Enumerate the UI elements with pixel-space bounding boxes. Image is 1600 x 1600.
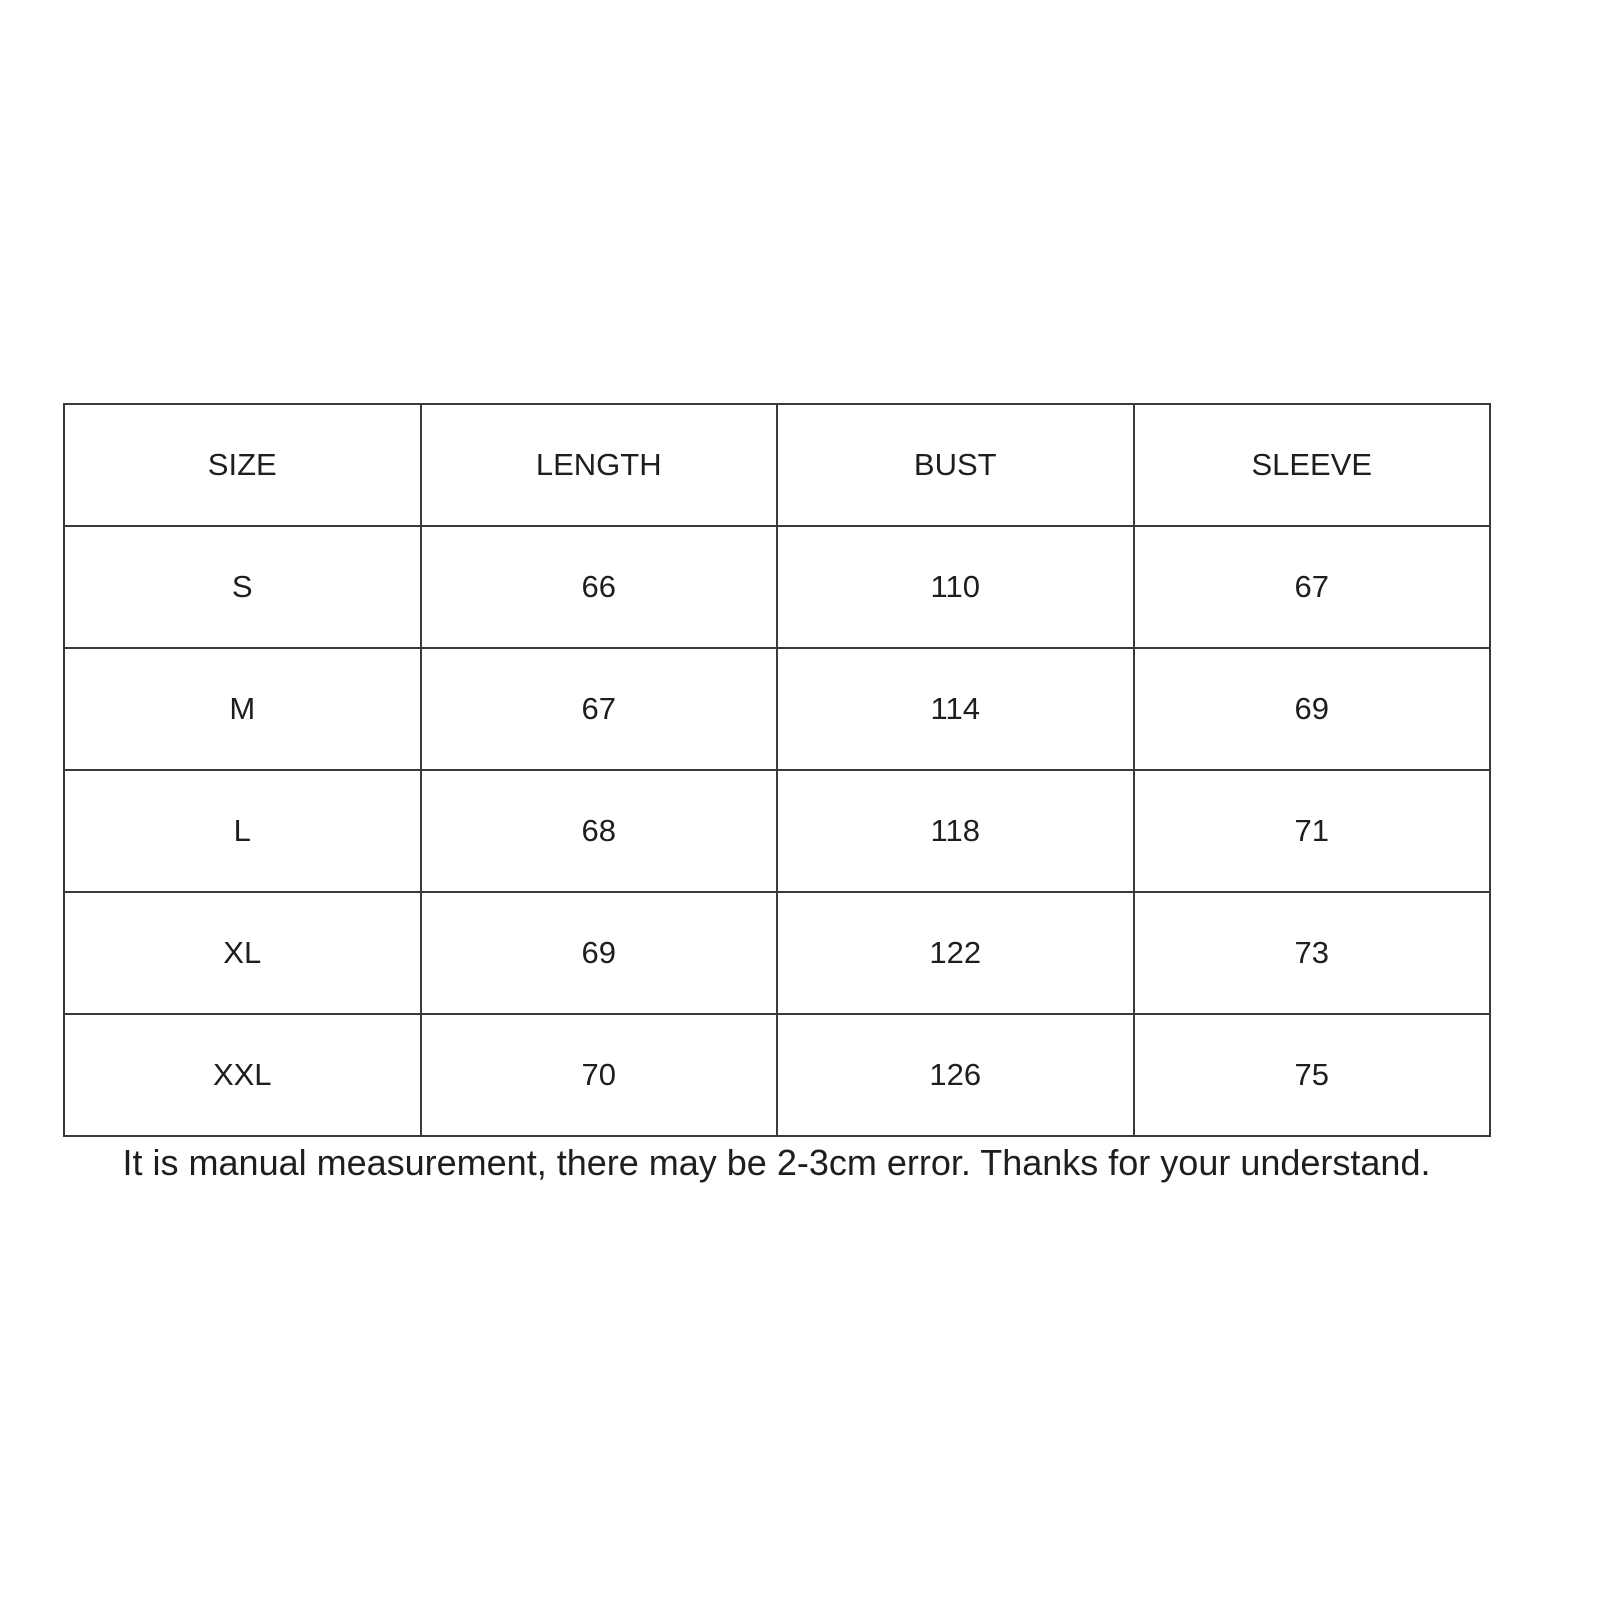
cell-size: L xyxy=(63,769,422,893)
table-row: XL 69 122 73 xyxy=(63,891,1491,1015)
table-row: XXL 70 126 75 xyxy=(63,1013,1491,1137)
cell-length: 68 xyxy=(419,769,778,893)
header-length: LENGTH xyxy=(419,403,778,527)
cell-sleeve: 75 xyxy=(1132,1013,1491,1137)
cell-sleeve: 69 xyxy=(1132,647,1491,771)
header-size: SIZE xyxy=(63,403,422,527)
cell-length: 70 xyxy=(419,1013,778,1137)
cell-bust: 122 xyxy=(776,891,1135,1015)
table-row: M 67 114 69 xyxy=(63,647,1491,771)
cell-sleeve: 67 xyxy=(1132,525,1491,649)
cell-bust: 114 xyxy=(776,647,1135,771)
cell-bust: 126 xyxy=(776,1013,1135,1137)
table-row: L 68 118 71 xyxy=(63,769,1491,893)
cell-size: XL xyxy=(63,891,422,1015)
cell-sleeve: 71 xyxy=(1132,769,1491,893)
cell-bust: 118 xyxy=(776,769,1135,893)
cell-length: 66 xyxy=(419,525,778,649)
cell-length: 67 xyxy=(419,647,778,771)
cell-size: XXL xyxy=(63,1013,422,1137)
header-row: SIZE LENGTH BUST SLEEVE xyxy=(63,403,1491,527)
header-sleeve: SLEEVE xyxy=(1132,403,1491,527)
measurement-note: It is manual measurement, there may be 2… xyxy=(122,1142,1431,1183)
cell-bust: 110 xyxy=(776,525,1135,649)
cell-size: M xyxy=(63,647,422,771)
cell-length: 69 xyxy=(419,891,778,1015)
table-row: S 66 110 67 xyxy=(63,525,1491,649)
header-bust: BUST xyxy=(776,403,1135,527)
size-chart-table: SIZE LENGTH BUST SLEEVE S 66 110 67 M 67… xyxy=(63,403,1491,1137)
cell-sleeve: 73 xyxy=(1132,891,1491,1015)
cell-size: S xyxy=(63,525,422,649)
